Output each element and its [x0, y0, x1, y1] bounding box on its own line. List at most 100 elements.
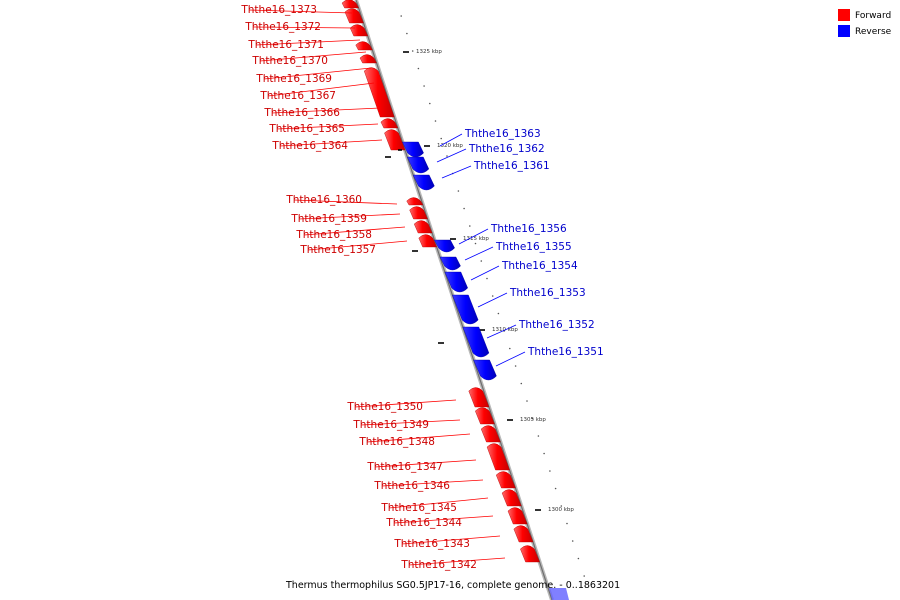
gene-label[interactable]: Ththe16_1357 — [299, 244, 376, 256]
reverse-gene[interactable] — [462, 326, 490, 358]
gene-leader-line — [263, 67, 372, 80]
gene-label[interactable]: Ththe16_1349 — [352, 419, 429, 431]
gene-label[interactable]: Ththe16_1372 — [244, 21, 321, 33]
gene-leader-line — [495, 351, 526, 367]
gene-label[interactable]: Ththe16_1347 — [366, 461, 443, 473]
gene-label[interactable]: Ththe16_1366 — [263, 107, 340, 119]
gene-label[interactable]: Ththe16_1371 — [247, 39, 324, 51]
axis-dots — [385, 15, 585, 577]
forward-gene[interactable] — [409, 206, 428, 220]
gene-label[interactable]: Ththe16_1356 — [490, 223, 567, 235]
axis-dot — [417, 67, 420, 70]
gene-leader-line — [279, 139, 383, 147]
axis-dot — [434, 120, 437, 122]
gene-label[interactable]: Ththe16_1354 — [501, 260, 578, 272]
gene-leader-line — [374, 459, 477, 468]
axis-dot — [469, 225, 471, 227]
gene-label[interactable]: Ththe16_1350 — [346, 401, 423, 413]
gene-label[interactable]: Ththe16_1352 — [518, 319, 595, 331]
forward-gene[interactable] — [341, 0, 359, 9]
gene-label[interactable]: Ththe16_1346 — [373, 480, 450, 492]
gene-label[interactable]: Ththe16_1369 — [255, 73, 332, 85]
gene-leader-line — [441, 165, 472, 179]
genome-caption: Thermus thermophilus SG0.5JP17-16, compl… — [285, 580, 620, 591]
gene-leader-line — [366, 433, 471, 443]
gene-label[interactable]: Ththe16_1361 — [473, 160, 550, 172]
reverse-gene[interactable] — [473, 359, 497, 381]
axis-dot — [491, 295, 494, 297]
axis-dot — [457, 190, 460, 192]
gene-label[interactable]: Ththe16_1370 — [251, 55, 328, 67]
gene-features — [341, 0, 569, 600]
forward-gene[interactable] — [359, 54, 377, 64]
gene-label[interactable]: Ththe16_1362 — [468, 143, 545, 155]
gene-leader-line — [401, 535, 501, 545]
axis-dot — [509, 347, 511, 350]
tick-label: 1315 kbp — [463, 236, 489, 242]
gene-label[interactable]: Ththe16_1359 — [290, 213, 367, 225]
axis-dot — [571, 540, 574, 542]
gene-leader-line — [298, 213, 401, 220]
gene-leader-line — [255, 39, 361, 46]
gene-label[interactable]: Ththe16_1348 — [358, 436, 435, 448]
reverse-gene[interactable] — [406, 156, 430, 174]
reverse-gene[interactable] — [549, 588, 569, 600]
gene-label[interactable]: Ththe16_1355 — [495, 241, 572, 253]
genome-axis — [354, 0, 554, 600]
forward-gene[interactable] — [501, 489, 522, 507]
forward-gene[interactable] — [475, 407, 495, 425]
gene-label[interactable]: Ththe16_1365 — [268, 123, 345, 135]
forward-gene[interactable] — [495, 471, 516, 489]
gene-label[interactable]: Ththe16_1373 — [240, 4, 317, 16]
gene-label[interactable]: Ththe16_1344 — [385, 517, 462, 529]
reverse-gene[interactable] — [434, 239, 455, 253]
forward-gene[interactable] — [363, 67, 395, 118]
axis-dot — [554, 487, 557, 490]
gene-label[interactable]: Ththe16_1343 — [393, 538, 470, 550]
reverse-gene[interactable] — [452, 294, 479, 325]
axis-dot — [543, 452, 545, 455]
forward-gene[interactable] — [507, 507, 528, 525]
gene-label[interactable]: Ththe16_1358 — [295, 229, 372, 241]
legend: Forward Reverse — [838, 9, 892, 37]
gene-label[interactable]: Ththe16_1367 — [259, 90, 336, 102]
gene-leader-line — [252, 26, 356, 29]
axis-dot — [560, 505, 563, 507]
legend-forward-label: Forward — [855, 11, 891, 21]
gene-label[interactable]: Ththe16_1353 — [509, 287, 586, 299]
forward-gene[interactable] — [384, 129, 406, 151]
axis-dot — [423, 85, 425, 87]
reverse-gene[interactable] — [439, 256, 461, 271]
gene-label[interactable]: Ththe16_1351 — [527, 346, 604, 358]
axis-dot — [514, 365, 517, 367]
gene-leader-line — [464, 246, 494, 261]
gene-label[interactable]: Ththe16_1363 — [464, 128, 541, 140]
axis-dot — [486, 277, 488, 280]
legend-reverse-label: Reverse — [855, 27, 892, 37]
gene-leader-line — [388, 497, 489, 509]
gene-leader-line — [303, 226, 406, 236]
gene-leader-line — [470, 265, 500, 281]
forward-gene[interactable] — [480, 425, 501, 443]
gene-label[interactable]: Ththe16_1360 — [285, 194, 362, 206]
forward-gene[interactable] — [344, 8, 364, 24]
gene-label[interactable]: Ththe16_1364 — [271, 140, 348, 152]
forward-gene[interactable] — [380, 118, 399, 129]
forward-gene[interactable] — [355, 41, 373, 51]
forward-gene[interactable] — [418, 234, 437, 248]
forward-gene[interactable] — [413, 220, 433, 234]
gene-leader-line — [408, 557, 506, 566]
gene-leader-line — [360, 419, 461, 426]
legend-forward-swatch — [838, 9, 850, 21]
tick-label: 1305 kbp — [520, 417, 546, 423]
forward-gene[interactable] — [486, 443, 510, 471]
gene-leader-line — [486, 324, 517, 339]
forward-gene[interactable] — [406, 197, 424, 206]
reverse-gene[interactable] — [444, 271, 468, 293]
forward-gene[interactable] — [468, 387, 490, 408]
reverse-gene[interactable] — [412, 174, 435, 191]
forward-gene[interactable] — [513, 525, 534, 543]
forward-gene[interactable] — [520, 545, 540, 563]
gene-label[interactable]: Ththe16_1342 — [400, 559, 477, 571]
gene-label[interactable]: Ththe16_1345 — [380, 502, 457, 514]
